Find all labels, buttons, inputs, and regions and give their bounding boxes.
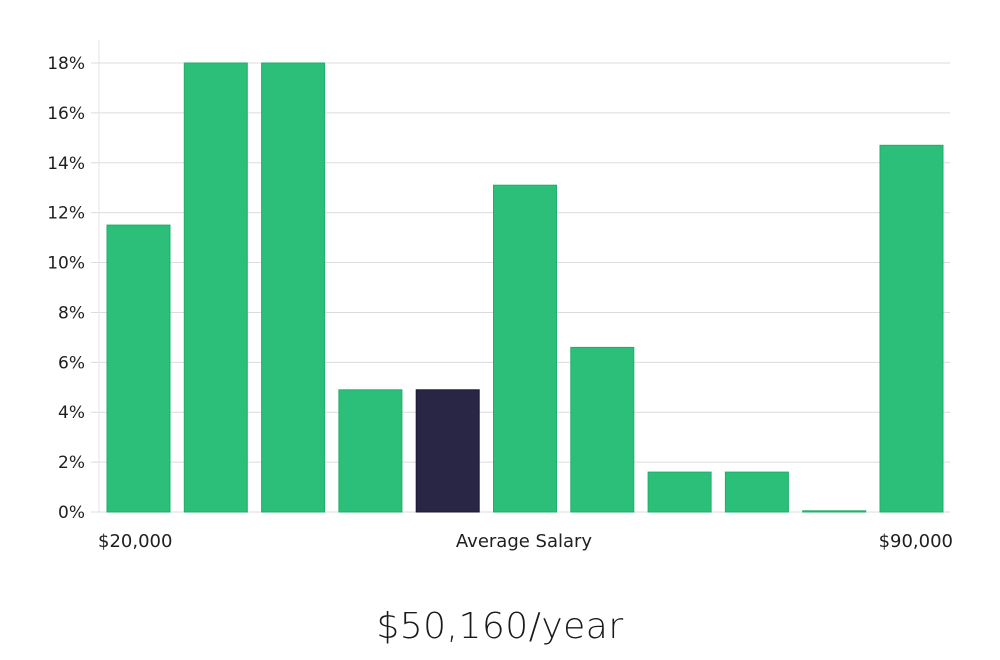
y-tick-label: 10% bbox=[47, 254, 85, 274]
bars bbox=[106, 62, 944, 513]
bar bbox=[106, 224, 171, 513]
y-tick-label: 12% bbox=[47, 204, 85, 224]
bar bbox=[802, 510, 867, 513]
bar bbox=[261, 62, 326, 513]
y-tick-labels: 0% 2% 4% 6% 8% 10% 12% 14% 16% 18% bbox=[47, 54, 85, 523]
bar bbox=[183, 62, 248, 513]
x-axis-label: Average Salary bbox=[456, 531, 593, 552]
bar bbox=[647, 471, 712, 513]
bar-highlighted bbox=[415, 389, 480, 513]
y-tick-label: 8% bbox=[58, 303, 85, 323]
average-salary-caption: $50,160/year bbox=[376, 606, 624, 647]
x-start-label: $20,000 bbox=[98, 531, 172, 552]
bar bbox=[493, 184, 557, 513]
y-tick-label: 2% bbox=[58, 453, 85, 473]
y-tick-label: 16% bbox=[47, 104, 85, 124]
bar bbox=[570, 346, 635, 513]
bar bbox=[338, 389, 403, 513]
salary-distribution-chart: 0% 2% 4% 6% 8% 10% 12% 14% 16% 18% $20,000 Averag… bbox=[47, 40, 953, 552]
y-tick-label: 6% bbox=[58, 353, 85, 373]
bar bbox=[724, 471, 789, 513]
y-tick-label: 0% bbox=[58, 503, 85, 523]
y-tick-label: 14% bbox=[47, 154, 85, 174]
y-tick-label: 18% bbox=[47, 54, 85, 74]
y-tick-label: 4% bbox=[58, 403, 85, 423]
bar bbox=[879, 144, 944, 513]
x-end-label: $90,000 bbox=[879, 531, 953, 552]
